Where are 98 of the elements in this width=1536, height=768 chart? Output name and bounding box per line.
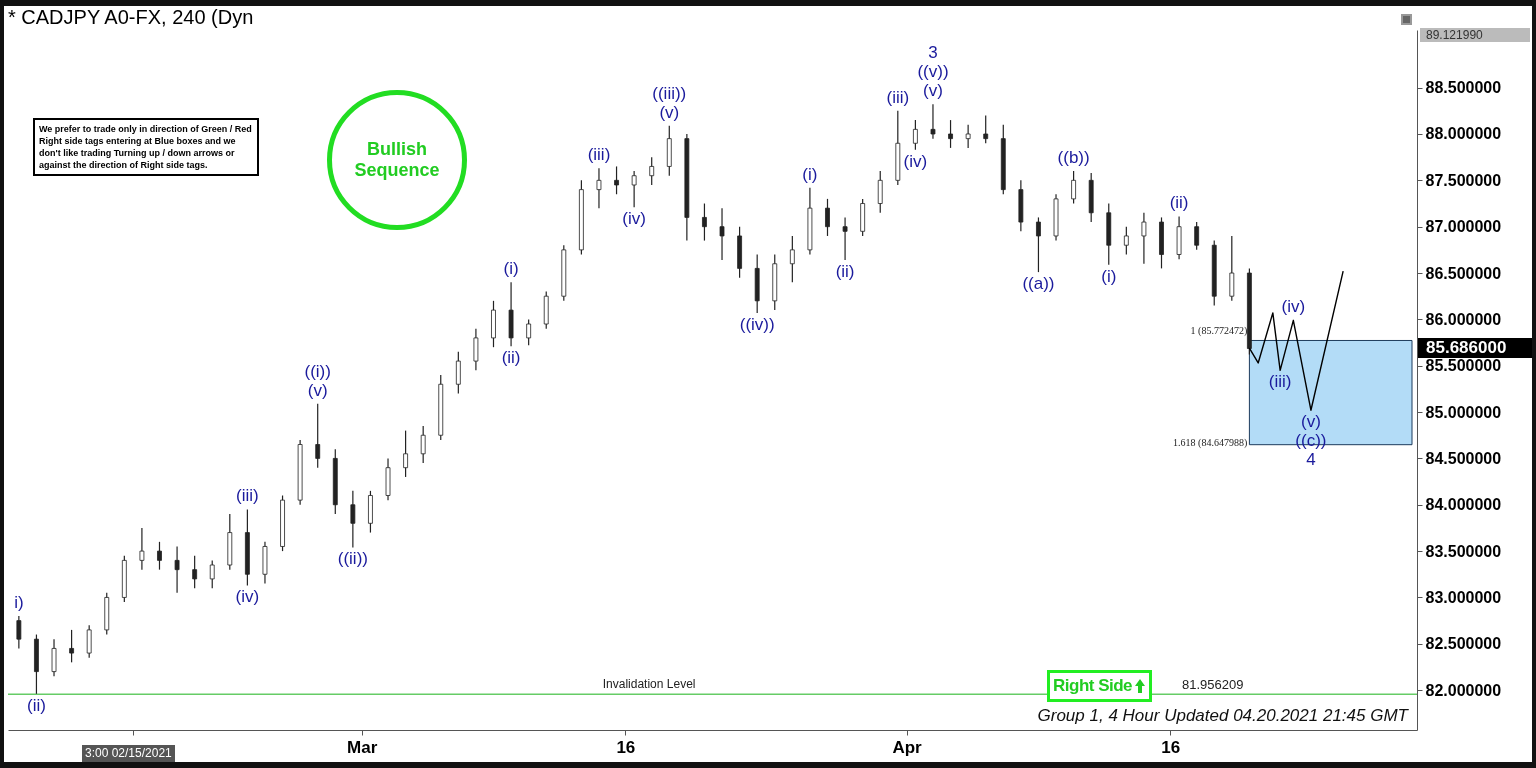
candlestick	[420, 425, 426, 464]
candlestick	[209, 559, 215, 589]
annotation: (v)	[659, 102, 680, 122]
candlestick	[51, 638, 57, 677]
candlestick	[526, 318, 532, 346]
x-tick-label: 16	[1161, 737, 1181, 757]
annotation: (v)	[307, 380, 328, 400]
annotation: (i)	[802, 164, 818, 184]
y-tick-label: 88.000000	[1425, 125, 1502, 143]
y-tick-label: 86.500000	[1425, 264, 1502, 282]
ref-line-label: Invalidation Level	[602, 677, 696, 692]
annotation: (v)	[1301, 412, 1321, 432]
candlestick	[965, 124, 971, 149]
candlestick	[473, 328, 479, 371]
annotation: (ii)	[26, 695, 46, 715]
candlestick	[1229, 235, 1235, 302]
annotation: 81.956209	[1182, 677, 1244, 693]
candlestick	[455, 351, 461, 395]
candlestick	[596, 167, 602, 209]
candlestick	[1141, 212, 1147, 265]
annotation: (iv)	[903, 151, 928, 171]
candlestick	[930, 103, 936, 140]
annotation: 1 (85.772472)	[1189, 325, 1248, 337]
ring: Bullish Sequence	[327, 90, 467, 230]
annotation: ((i))	[304, 361, 331, 381]
y-tick-label: 82.500000	[1425, 635, 1502, 653]
y-tick-label: 87.500000	[1425, 171, 1502, 189]
text: 3:00 02/15/2021	[82, 745, 175, 762]
annotation: ((a))	[1022, 274, 1055, 294]
candlestick	[702, 202, 707, 242]
annotation: (iii)	[1268, 372, 1292, 392]
y-tick-label: 87.000000	[1425, 218, 1502, 236]
candlestick	[649, 156, 655, 186]
candlestick	[614, 165, 619, 195]
text: 85.686000	[1418, 338, 1532, 359]
annotation: (iv)	[622, 209, 646, 229]
candlestick	[789, 235, 795, 283]
candlestick	[1194, 221, 1200, 251]
annotation: ((b))	[1057, 148, 1090, 168]
annotation: ((iii))	[652, 83, 687, 103]
candlestick	[719, 207, 725, 261]
candlestick	[948, 119, 953, 149]
annotation: 1.618 (84.647988)	[1172, 436, 1248, 448]
x-tick-label: Apr	[892, 737, 923, 757]
candlestick	[315, 403, 321, 469]
annotation: ((v))	[917, 62, 949, 82]
candlestick	[403, 430, 408, 478]
annotation: Group 1, 4 Hour Updated 04.20.2021 21:45 GMT	[1036, 706, 1408, 726]
annotation: i)	[14, 592, 24, 612]
candlestick	[1123, 226, 1129, 256]
annotation: ((ii))	[337, 549, 368, 569]
candlestick	[139, 527, 145, 571]
candlestick	[631, 170, 637, 208]
y-tick-label: 86.000000	[1425, 310, 1502, 328]
annotation: (iii)	[886, 87, 910, 107]
y-tick-label: 85.000000	[1425, 403, 1502, 421]
candlestick	[912, 119, 918, 151]
text: 89.121990	[1420, 28, 1530, 42]
x-tick-label: Mar	[347, 737, 378, 757]
annotation: (iv)	[1281, 297, 1306, 317]
tag-box: Right Side	[1047, 670, 1153, 702]
annotation: 4	[1306, 450, 1316, 470]
annotation: (ii)	[835, 262, 855, 282]
annotation: (ii)	[501, 348, 521, 368]
candlestick	[86, 624, 92, 659]
annotation: 3	[928, 43, 938, 63]
candlestick	[174, 545, 180, 594]
candlestick	[157, 541, 162, 571]
annotation: (iii)	[236, 486, 259, 506]
annotation: (iv)	[235, 587, 260, 607]
annotation: (i)	[503, 259, 519, 279]
y-tick-label: 84.500000	[1425, 449, 1502, 467]
annotation: (ii)	[1169, 193, 1189, 213]
line-series	[1248, 270, 1344, 411]
candlestick	[16, 615, 22, 650]
y-tick-label: 84.000000	[1425, 496, 1502, 514]
note-box: We prefer to trade only in direction of Green / Red Right side tags entering at Blue boxes and we don't like trading Turning up / down arrows or against the direction of Right side tags.	[33, 118, 259, 176]
annotation: (iii)	[587, 145, 611, 165]
candlestick	[1036, 216, 1041, 273]
y-tick-label: 83.500000	[1425, 542, 1502, 560]
x-tick-label: 16	[616, 737, 636, 757]
y-tick-label: 88.500000	[1425, 79, 1502, 97]
annotation: (v)	[923, 81, 943, 101]
y-tick-label: 85.500000	[1425, 357, 1502, 375]
annotation: (i)	[1101, 266, 1117, 286]
annotation: ((iv))	[739, 314, 775, 334]
candlestick	[69, 629, 74, 663]
candlestick	[842, 216, 848, 261]
candlestick	[825, 198, 830, 237]
annotation: Right Side	[1053, 676, 1133, 696]
candlestick	[192, 555, 198, 589]
y-tick-label: 83.000000	[1425, 588, 1502, 606]
candlestick	[1071, 170, 1076, 205]
candlestick	[877, 170, 883, 214]
candlestick	[983, 114, 989, 144]
y-tick-label: 82.000000	[1425, 681, 1502, 699]
candlestick	[350, 490, 356, 548]
chart-title: * CADJPY A0-FX, 240 (Dyn	[8, 6, 254, 28]
